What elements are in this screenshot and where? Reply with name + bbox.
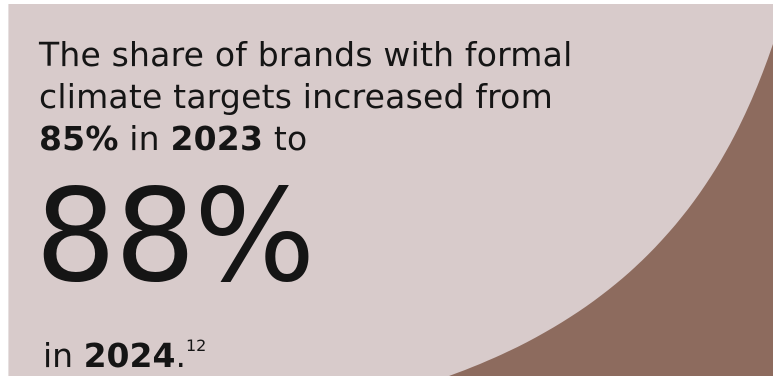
stat-year: 2024 bbox=[83, 336, 176, 375]
stat-year-line: in 2024.12 bbox=[43, 326, 206, 376]
previous-value: 85% bbox=[39, 119, 119, 158]
headline-in: in bbox=[129, 119, 160, 158]
stat-card: The share of brands with formal climate t… bbox=[8, 4, 773, 376]
footnote-ref: 12 bbox=[185, 336, 207, 355]
previous-year: 2023 bbox=[170, 119, 264, 158]
headline-to: to bbox=[273, 119, 308, 158]
footer-period: . bbox=[175, 336, 186, 375]
headline: The share of brands with formal climate t… bbox=[39, 34, 679, 160]
headline-line2: climate targets increased from bbox=[39, 77, 553, 116]
footer-in: in bbox=[43, 336, 74, 375]
arc-shape bbox=[449, 44, 773, 376]
big-stat-value: 88% bbox=[35, 162, 315, 311]
headline-block: The share of brands with formal climate t… bbox=[39, 34, 679, 160]
decorative-arc bbox=[449, 44, 773, 376]
headline-line1: The share of brands with formal bbox=[39, 35, 573, 74]
